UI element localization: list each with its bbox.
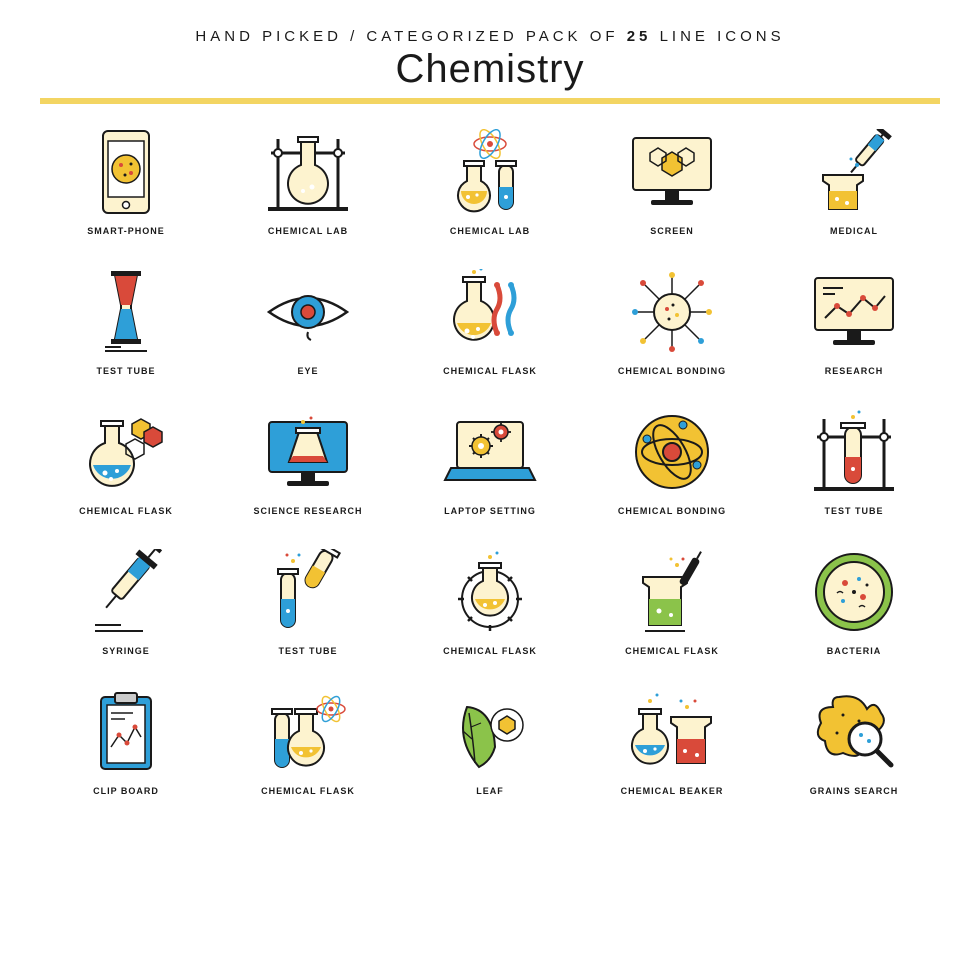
icon-cell: LAPTOP SETTING <box>424 406 556 516</box>
test-tube-2-icon <box>804 406 904 498</box>
icon-label: CLIP BOARD <box>60 786 192 796</box>
icon-cell: GRAINS SEARCH <box>788 686 920 796</box>
chemical-flask-1-icon <box>440 266 540 358</box>
grains-search-icon <box>804 686 904 778</box>
chemical-flask-4-icon <box>622 546 722 638</box>
icon-cell: RESEARCH <box>788 266 920 376</box>
screen-icon <box>622 126 722 218</box>
icon-label: RESEARCH <box>788 366 920 376</box>
subtitle-part-c: Line Icons <box>651 28 784 45</box>
icon-cell: CHEMICAL BONDING <box>606 406 738 516</box>
syringe-icon <box>76 546 176 638</box>
icon-cell: TEST TUBE <box>60 266 192 376</box>
icon-label: CHEMICAL FLASK <box>242 786 374 796</box>
leaf-icon <box>440 686 540 778</box>
icon-cell: LEAF <box>424 686 556 796</box>
icon-cell: CHEMICAL FLASK <box>60 406 192 516</box>
icon-cell: BACTERIA <box>788 546 920 656</box>
icon-cell: CLIP BOARD <box>60 686 192 796</box>
test-tube-1-icon <box>76 266 176 358</box>
icon-cell: CHEMICAL BONDING <box>606 266 738 376</box>
icon-label: TEST TUBE <box>788 506 920 516</box>
icon-cell: SYRINGE <box>60 546 192 656</box>
medical-icon <box>804 126 904 218</box>
clip-board-icon <box>76 686 176 778</box>
icon-cell: CHEMICAL FLASK <box>424 266 556 376</box>
icon-label: SYRINGE <box>60 646 192 656</box>
chemical-lab-2-icon <box>440 126 540 218</box>
icon-label: CHEMICAL BEAKER <box>606 786 738 796</box>
icon-label: MEDICAL <box>788 226 920 236</box>
icon-label: LAPTOP SETTING <box>424 506 556 516</box>
icon-cell: CHEMICAL FLASK <box>242 686 374 796</box>
icon-cell: CHEMICAL FLASK <box>424 546 556 656</box>
chemical-flask-5-icon <box>258 686 358 778</box>
icon-label: CHEMICAL BONDING <box>606 506 738 516</box>
icon-cell: SCREEN <box>606 126 738 236</box>
chemical-flask-3-icon <box>440 546 540 638</box>
icon-cell: SMART-PHONE <box>60 126 192 236</box>
icon-label: EYE <box>242 366 374 376</box>
icon-label: TEST TUBE <box>60 366 192 376</box>
icon-cell: EYE <box>242 266 374 376</box>
icon-label: CHEMICAL BONDING <box>606 366 738 376</box>
eye-icon <box>258 266 358 358</box>
icon-cell: TEST TUBE <box>242 546 374 656</box>
header: Hand Picked / Categorized Pack of 25 Lin… <box>40 28 940 92</box>
icon-label: GRAINS SEARCH <box>788 786 920 796</box>
icon-cell: SCIENCE RESEARCH <box>242 406 374 516</box>
icon-label: SMART-PHONE <box>60 226 192 236</box>
chemical-beaker-icon <box>622 686 722 778</box>
subtitle: Hand Picked / Categorized Pack of 25 Lin… <box>40 28 940 45</box>
divider-rule <box>40 98 940 104</box>
icon-label: CHEMICAL LAB <box>242 226 374 236</box>
icon-label: BACTERIA <box>788 646 920 656</box>
icon-label: SCIENCE RESEARCH <box>242 506 374 516</box>
chemical-bonding-2-icon <box>622 406 722 498</box>
icon-label: CHEMICAL FLASK <box>424 366 556 376</box>
icon-label: CHEMICAL FLASK <box>606 646 738 656</box>
bacteria-icon <box>804 546 904 638</box>
icon-cell: TEST TUBE <box>788 406 920 516</box>
subtitle-part-a: Hand Picked / Categorized Pack of <box>195 28 626 45</box>
icon-label: CHEMICAL FLASK <box>60 506 192 516</box>
smart-phone-icon <box>76 126 176 218</box>
icon-grid: SMART-PHONE CHEMICAL LAB <box>40 126 940 796</box>
test-tube-3-icon <box>258 546 358 638</box>
chemical-lab-1-icon <box>258 126 358 218</box>
icon-cell: CHEMICAL LAB <box>242 126 374 236</box>
icon-cell: CHEMICAL LAB <box>424 126 556 236</box>
chemical-flask-2-icon <box>76 406 176 498</box>
page-title: Chemistry <box>40 47 940 92</box>
research-icon <box>804 266 904 358</box>
icon-cell: CHEMICAL FLASK <box>606 546 738 656</box>
icon-cell: CHEMICAL BEAKER <box>606 686 738 796</box>
icon-cell: MEDICAL <box>788 126 920 236</box>
subtitle-count: 25 <box>627 28 652 45</box>
icon-label: CHEMICAL LAB <box>424 226 556 236</box>
icon-label: TEST TUBE <box>242 646 374 656</box>
chemical-bonding-1-icon <box>622 266 722 358</box>
icon-label: LEAF <box>424 786 556 796</box>
science-research-icon <box>258 406 358 498</box>
icon-label: CHEMICAL FLASK <box>424 646 556 656</box>
icon-label: SCREEN <box>606 226 738 236</box>
laptop-setting-icon <box>440 406 540 498</box>
